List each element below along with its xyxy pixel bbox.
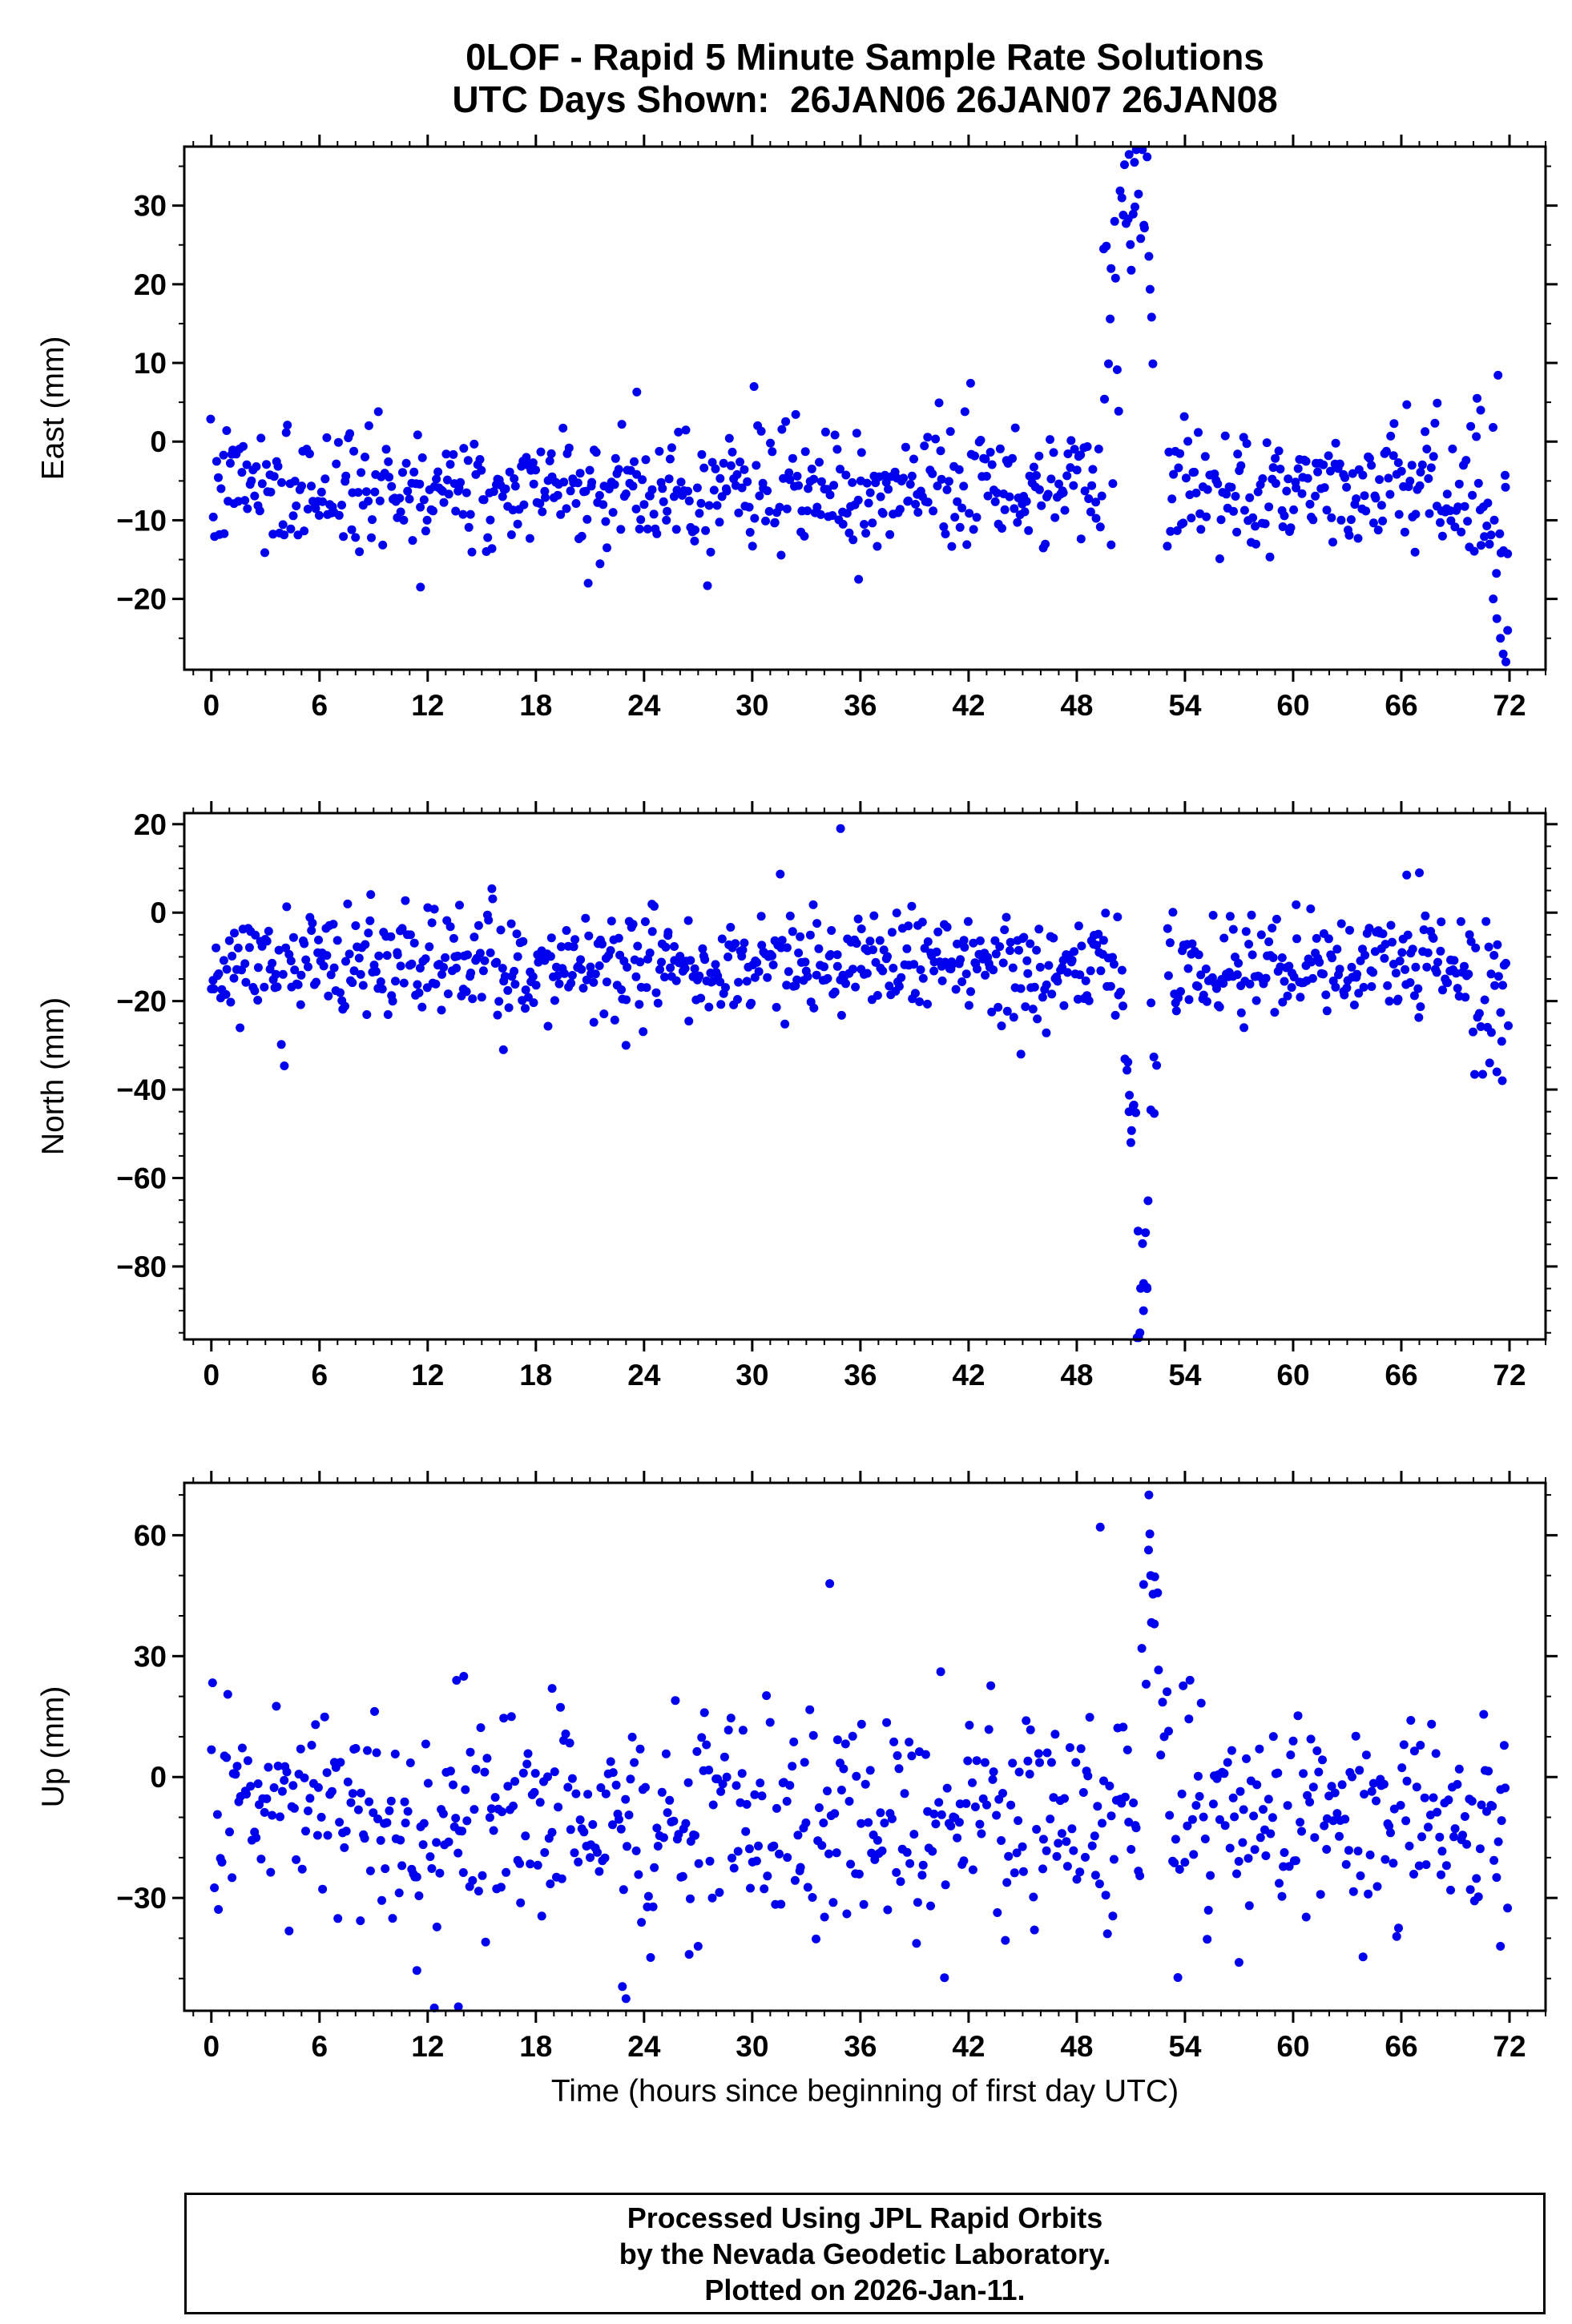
svg-text:54: 54 [1168, 2030, 1202, 2063]
svg-text:48: 48 [1060, 2030, 1093, 2063]
svg-text:20: 20 [134, 268, 167, 301]
north-tick-labels: 0 6 12 18 24 30 36 42 48 54 60 66 72 −80 −60 −40 −20 0 20 [116, 808, 1526, 1392]
svg-text:−30: −30 [116, 1882, 167, 1915]
east-frame [183, 145, 1547, 671]
svg-text:0: 0 [203, 2030, 220, 2063]
panel-north: 0 6 12 18 24 30 36 42 48 54 60 66 72 −80 −60 −40 −20 0 20 N… [36, 801, 1558, 1392]
svg-text:12: 12 [411, 2030, 444, 2063]
svg-text:0: 0 [150, 1761, 167, 1794]
svg-text:72: 72 [1493, 1359, 1526, 1392]
svg-text:18: 18 [519, 689, 552, 722]
svg-text:60: 60 [1276, 2030, 1309, 2063]
svg-text:0: 0 [150, 425, 167, 458]
svg-text:72: 72 [1493, 2030, 1526, 2063]
figure-title-line1: 0LOF - Rapid 5 Minute Sample Rate Soluti… [466, 36, 1264, 78]
svg-text:48: 48 [1060, 1359, 1093, 1392]
svg-text:−40: −40 [116, 1073, 167, 1106]
svg-text:6: 6 [311, 1359, 328, 1392]
up-ticks [172, 1471, 1558, 2023]
svg-text:12: 12 [411, 689, 444, 722]
east-points [206, 145, 1513, 667]
svg-text:42: 42 [952, 689, 985, 722]
footer-line1: Processed Using JPL Rapid Orbits [627, 2201, 1103, 2234]
east-axis-label: East (mm) [36, 336, 71, 481]
svg-text:20: 20 [134, 808, 167, 841]
north-ticks [172, 801, 1558, 1351]
svg-text:60: 60 [1276, 1359, 1309, 1392]
svg-text:0: 0 [203, 689, 220, 722]
svg-text:48: 48 [1060, 689, 1093, 722]
svg-text:60: 60 [1276, 689, 1309, 722]
svg-text:54: 54 [1168, 689, 1202, 722]
svg-text:30: 30 [736, 2030, 768, 2063]
svg-text:24: 24 [627, 1359, 661, 1392]
svg-text:42: 42 [952, 2030, 985, 2063]
svg-text:24: 24 [627, 689, 661, 722]
footer-line2: by the Nevada Geodetic Laboratory. [619, 2237, 1111, 2270]
north-frame [183, 812, 1547, 1341]
svg-text:36: 36 [844, 1359, 877, 1392]
east-ticks [172, 135, 1558, 682]
svg-text:6: 6 [311, 689, 328, 722]
footer-line3: Plotted on 2026-Jan-11. [704, 2273, 1026, 2306]
svg-text:18: 18 [519, 2030, 552, 2063]
footer-box: Processed Using JPL Rapid Orbits by the … [184, 2193, 1546, 2314]
up-points [207, 1490, 1513, 2012]
svg-text:66: 66 [1385, 689, 1417, 722]
up-axis-label: Up (mm) [36, 1686, 71, 1808]
svg-text:−20: −20 [116, 985, 167, 1018]
svg-text:−60: −60 [116, 1162, 167, 1194]
svg-text:30: 30 [736, 1359, 768, 1392]
svg-text:−10: −10 [116, 504, 167, 537]
panel-east: 0 6 12 18 24 30 36 42 48 54 60 66 72 −20 −10 0 10 20 30 Eas… [36, 135, 1558, 722]
svg-text:12: 12 [411, 1359, 444, 1392]
figure-title-line2: UTC Days Shown: 26JAN06 26JAN07 26JAN08 [452, 79, 1278, 120]
svg-text:72: 72 [1493, 689, 1526, 722]
north-axis-label: North (mm) [36, 997, 71, 1155]
svg-text:10: 10 [134, 347, 167, 380]
svg-text:54: 54 [1168, 1359, 1202, 1392]
svg-text:0: 0 [203, 1359, 220, 1392]
svg-text:−80: −80 [116, 1251, 167, 1283]
svg-text:30: 30 [736, 689, 768, 722]
svg-text:42: 42 [952, 1359, 985, 1392]
svg-text:24: 24 [627, 2030, 661, 2063]
up-tick-labels: 0 6 12 18 24 30 36 42 48 54 60 66 72 −30 0 30 60 [116, 1519, 1526, 2063]
x-axis-label: Time (hours since beginning of first day… [551, 2074, 1179, 2109]
svg-text:36: 36 [844, 689, 877, 722]
svg-text:0: 0 [150, 896, 167, 929]
panel-up: 0 6 12 18 24 30 36 42 48 54 60 66 72 −30 0 30 60 Up (mm) T… [36, 1471, 1558, 2109]
svg-text:66: 66 [1385, 1359, 1417, 1392]
svg-text:18: 18 [519, 1359, 552, 1392]
north-points [207, 824, 1513, 1343]
svg-text:30: 30 [134, 190, 167, 223]
svg-text:36: 36 [844, 2030, 877, 2063]
svg-text:66: 66 [1385, 2030, 1417, 2063]
svg-text:6: 6 [311, 2030, 328, 2063]
svg-text:30: 30 [134, 1640, 167, 1673]
east-tick-labels: 0 6 12 18 24 30 36 42 48 54 60 66 72 −20 −10 0 10 20 30 [116, 190, 1526, 722]
svg-text:−20: −20 [116, 583, 167, 616]
up-frame [183, 1481, 1547, 2012]
svg-text:60: 60 [134, 1519, 167, 1552]
